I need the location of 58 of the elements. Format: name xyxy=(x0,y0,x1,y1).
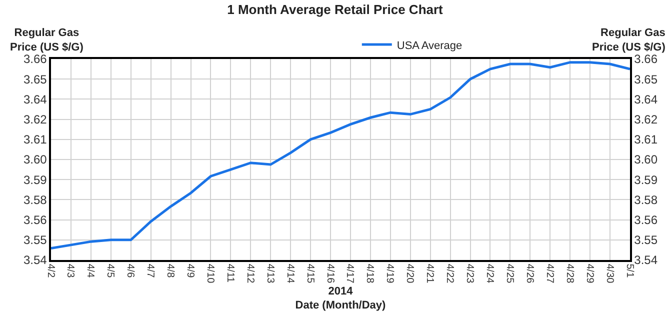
y2-tick-label: 3.56 xyxy=(634,213,658,227)
x-tick-label: 4/4 xyxy=(84,264,96,278)
y-tick-label: 3.55 xyxy=(23,233,48,248)
x-tick-label: 4/11 xyxy=(224,264,236,283)
y-tick-label: 3.66 xyxy=(23,52,48,66)
x-tick-label: 4/2 xyxy=(44,264,56,278)
x-tick-label: 4/16 xyxy=(324,264,336,284)
x-tick-label: 4/7 xyxy=(144,264,156,278)
x-tick-label: 4/19 xyxy=(384,264,396,284)
y2-axis-title: Regular Gas Price (US $/G) xyxy=(592,27,666,54)
y2-tick-label: 3.55 xyxy=(634,233,658,248)
x-tick-label: 4/5 xyxy=(104,264,116,278)
x-tick-label: 4/14 xyxy=(284,264,296,284)
x-tick-label: 4/30 xyxy=(604,264,615,284)
x-tick-label: 5/1 xyxy=(624,264,635,278)
x-tick-label: 4/3 xyxy=(64,264,76,278)
y-tick-label: 3.59 xyxy=(23,172,48,187)
line-series xyxy=(51,61,630,250)
y2-tick-label: 3.59 xyxy=(634,172,658,187)
x-tick-label: 4/21 xyxy=(424,264,436,284)
y-tick-label: 3.64 xyxy=(23,92,48,106)
y2-tick-label: 3.66 xyxy=(634,52,658,66)
x-tick-label: 4/22 xyxy=(444,264,456,284)
y2-tick-label: 3.61 xyxy=(634,132,658,147)
y-tick-label: 3.54 xyxy=(23,253,48,268)
y-tick-label: 3.61 xyxy=(23,132,48,147)
legend-label: USA Average xyxy=(396,40,462,52)
x-tick-label: 4/24 xyxy=(484,264,495,284)
x-tick-label: 4/6 xyxy=(124,264,136,278)
y2-tick-label: 3.64 xyxy=(634,92,658,106)
y-tick-label: 3.65 xyxy=(23,72,48,86)
y-tick-label: 3.56 xyxy=(23,213,48,227)
y-axis-title: Regular Gas Price (US $/G) xyxy=(10,27,84,54)
x-tick-label: 4/23 xyxy=(464,264,476,284)
y2-tick-label: 3.58 xyxy=(634,192,658,207)
x-tick-label: 4/15 xyxy=(304,264,316,284)
y2-tick-label: 3.54 xyxy=(634,253,658,268)
y-tick-label: 3.60 xyxy=(23,152,48,167)
x-axis-title: 2014 Date (Month/Day) xyxy=(295,285,386,312)
x-tick-label: 4/26 xyxy=(524,264,535,284)
x-tick-label: 4/27 xyxy=(544,264,555,284)
y2-tick-label: 3.62 xyxy=(634,112,658,126)
x-tick-label: 4/20 xyxy=(404,264,416,284)
x-tick-label: 4/18 xyxy=(364,264,376,284)
y-tick-label: 3.62 xyxy=(23,112,48,126)
x-tick-label: 4/8 xyxy=(164,264,176,278)
x-tick-label: 4/9 xyxy=(184,264,196,278)
chart-title: 1 Month Average Retail Price Chart xyxy=(227,2,444,17)
x-tick-label: 4/25 xyxy=(504,264,515,284)
x-tick-label: 4/13 xyxy=(264,264,276,284)
y2-tick-label: 3.60 xyxy=(634,152,658,167)
y2-tick-label: 3.65 xyxy=(634,72,658,86)
y-tick-label: 3.58 xyxy=(23,192,48,207)
x-tick-label: 4/12 xyxy=(244,264,256,284)
x-tick-label: 4/28 xyxy=(564,264,575,284)
x-tick-label: 4/29 xyxy=(584,264,595,284)
x-tick-label: 4/17 xyxy=(344,264,356,284)
x-tick-label: 4/10 xyxy=(204,264,216,284)
